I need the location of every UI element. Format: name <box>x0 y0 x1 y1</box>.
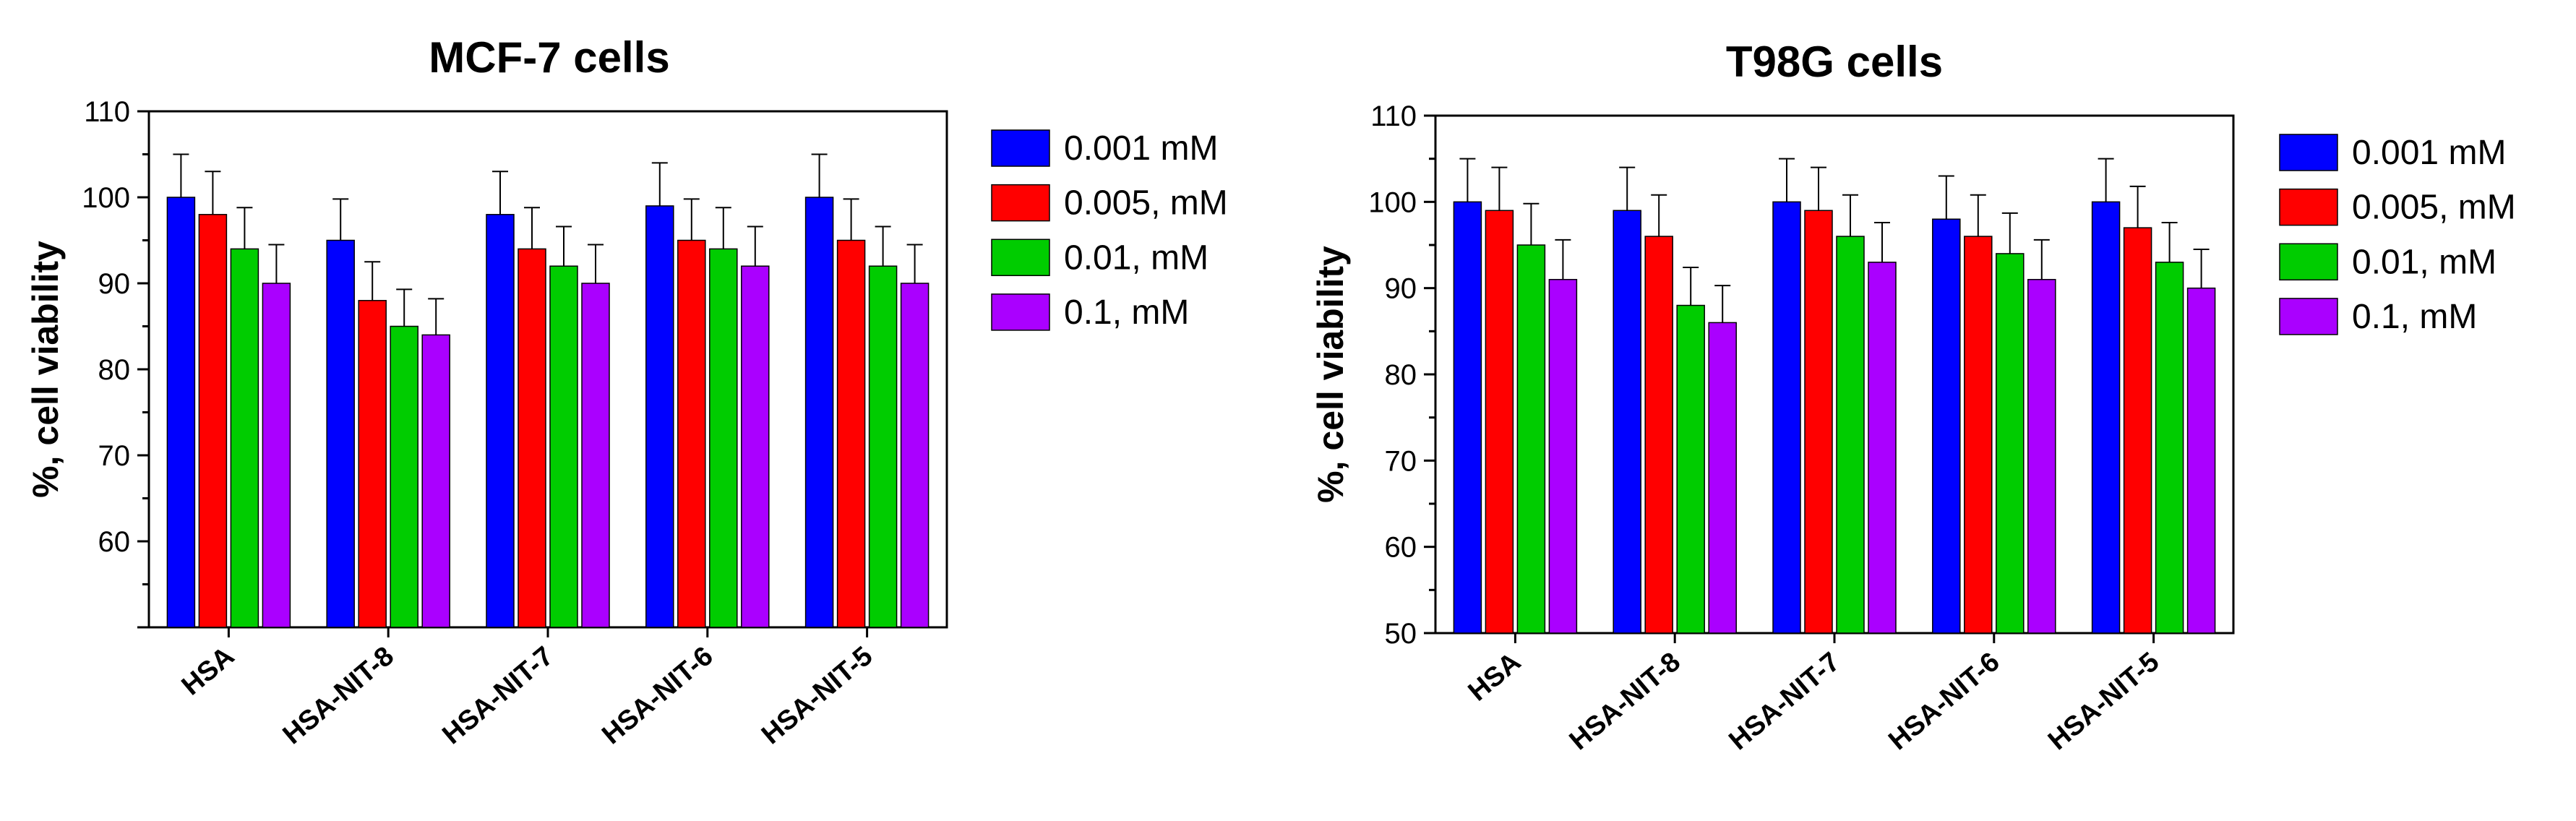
y-tick-label: 60 <box>98 526 131 558</box>
bar <box>1613 210 1641 634</box>
bar <box>390 325 418 628</box>
x-tick-label: HSA <box>1463 647 1527 708</box>
y-tick-label: 70 <box>1385 445 1417 477</box>
bar <box>2186 287 2216 634</box>
bar <box>2123 227 2152 634</box>
y-tick-label: 70 <box>98 440 131 472</box>
bar <box>1868 262 1897 634</box>
bar <box>421 334 450 628</box>
legend-label: 0.1, mM <box>2352 298 2477 336</box>
y-tick-label: 50 <box>1385 618 1417 650</box>
y-tick-label: 110 <box>1370 100 1417 132</box>
legend-swatch <box>2279 134 2338 171</box>
bar <box>2091 201 2121 634</box>
legend-swatch <box>991 184 1050 222</box>
bar <box>741 265 770 628</box>
legend-swatch <box>991 129 1050 167</box>
legend-swatch <box>2279 298 2338 335</box>
y-tick-label: 90 <box>1385 273 1417 305</box>
bar <box>1644 236 1673 634</box>
bar <box>549 265 578 628</box>
chart-t98g: T98G cells %, cell viability 50 60 70 80 90 100… <box>1310 38 2516 756</box>
bar <box>1964 236 1993 634</box>
legend-label: 0.005, mM <box>1064 184 1228 223</box>
chart-title: T98G cells <box>1726 38 1943 86</box>
legend-label: 0.005, mM <box>2352 189 2516 227</box>
x-tick-label: HSA <box>176 641 240 702</box>
bar <box>1996 253 2025 634</box>
bar <box>836 239 866 628</box>
bar <box>1708 322 1737 634</box>
legend-label: 0.01, mM <box>2352 243 2496 281</box>
bar <box>486 214 515 628</box>
x-tick-label: HSA-NIT-5 <box>756 641 878 751</box>
x-tick-label: HSA-NIT-7 <box>1723 647 1845 757</box>
chart-mcf7: MCF-7 cells %, cell viability 60 70 80 90 100 1… <box>25 33 1228 750</box>
bar <box>518 248 546 628</box>
legend-label: 0.01, mM <box>1064 238 1208 277</box>
bar <box>1676 304 1705 634</box>
legend-label: 0.001 mM <box>2352 134 2506 172</box>
y-tick-label: 80 <box>1385 359 1417 391</box>
bar <box>198 214 228 628</box>
bar <box>900 283 929 628</box>
x-tick-label: HSA-NIT-7 <box>437 641 559 751</box>
bar <box>1485 210 1514 634</box>
chart-title: MCF-7 cells <box>429 33 669 82</box>
bar <box>166 197 196 628</box>
y-tick-label: 90 <box>98 268 131 300</box>
y-tick-label: 100 <box>1368 186 1417 218</box>
bar <box>645 205 674 628</box>
x-tick-label: HSA-NIT-5 <box>2043 647 2165 757</box>
bar <box>358 300 387 628</box>
legend-swatch <box>2279 243 2338 281</box>
bar <box>2027 278 2056 634</box>
x-tick-label: HSA-NIT-8 <box>278 641 400 751</box>
x-tick-label: HSA-NIT-6 <box>596 641 718 751</box>
bar <box>1516 244 1546 634</box>
y-tick-label: 80 <box>98 354 131 386</box>
bar <box>868 265 898 628</box>
bar <box>1453 201 1482 634</box>
y-tick-label: 60 <box>1385 532 1417 564</box>
y-axis-label: %, cell viability <box>1310 246 1351 503</box>
x-tick-label: HSA-NIT-8 <box>1564 647 1686 757</box>
legend-swatch <box>2279 188 2338 226</box>
bar <box>326 239 355 628</box>
legend-label: 0.1, mM <box>1064 293 1189 332</box>
x-tick-label: HSA-NIT-6 <box>1883 647 2005 757</box>
bar <box>1836 236 1865 634</box>
legend-label: 0.001 mM <box>1064 129 1218 168</box>
bar <box>677 239 706 628</box>
bar <box>230 248 259 628</box>
bar <box>262 283 291 628</box>
bar <box>1772 201 1801 634</box>
legend-swatch <box>991 238 1050 277</box>
legend-swatch <box>991 293 1050 331</box>
bar <box>1548 278 1578 634</box>
bar <box>804 197 834 628</box>
bar <box>709 248 738 628</box>
y-axis-label: %, cell viability <box>25 241 66 498</box>
bar <box>1932 218 1961 634</box>
bar <box>581 283 610 628</box>
bar <box>1804 210 1833 634</box>
bar <box>2155 262 2184 634</box>
y-tick-label: 110 <box>84 96 130 128</box>
y-tick-label: 100 <box>82 182 130 214</box>
